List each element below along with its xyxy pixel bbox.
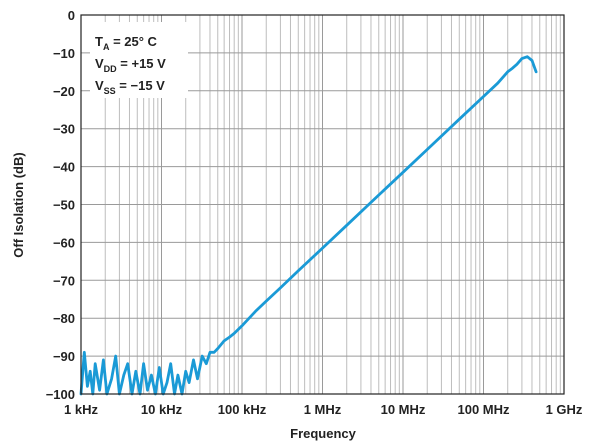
x-tick-label: 10 MHz [381, 402, 426, 417]
condition-line: TA = 25° C [95, 34, 158, 52]
x-tick-label: 1 GHz [546, 402, 583, 417]
condition-line: VSS = −15 V [95, 78, 165, 96]
conditions-legend: TA = 25° C VDD = +15 V VSS = −15 V [95, 34, 166, 96]
y-tick-label: −90 [53, 349, 75, 364]
y-tick-labels: 0 −10 −20 −30 −40 −50 −60 −70 −80 −90 −100 [46, 8, 75, 402]
y-tick-label: −70 [53, 273, 75, 288]
y-tick-label: −10 [53, 46, 75, 61]
x-tick-label: 100 kHz [218, 402, 267, 417]
y-tick-label: −60 [53, 235, 75, 250]
series-line-0 [79, 55, 538, 396]
y-tick-label: −40 [53, 160, 75, 175]
plot-frame [80, 14, 565, 395]
y-tick-label: −20 [53, 84, 75, 99]
x-tick-label: 10 kHz [141, 402, 183, 417]
x-tick-label: 1 kHz [64, 402, 98, 417]
condition-line: VDD = +15 V [95, 56, 166, 74]
x-tick-label: 1 MHz [304, 402, 342, 417]
x-tick-label: 100 MHz [457, 402, 510, 417]
y-tick-label: −100 [46, 387, 75, 402]
y-tick-label: −80 [53, 311, 75, 326]
y-tick-label: 0 [68, 8, 75, 23]
y-tick-label: −50 [53, 198, 75, 213]
x-tick-labels: 1 kHz 10 kHz 100 kHz 1 MHz 10 MHz 100 MHz 1 GH… [64, 402, 583, 417]
y-axis-title: Off Isolation (dB) [11, 152, 26, 257]
x-axis-title: Frequency [290, 426, 357, 441]
y-tick-label: −30 [53, 122, 75, 137]
series-layer [79, 55, 538, 396]
conditions-box [90, 22, 188, 98]
